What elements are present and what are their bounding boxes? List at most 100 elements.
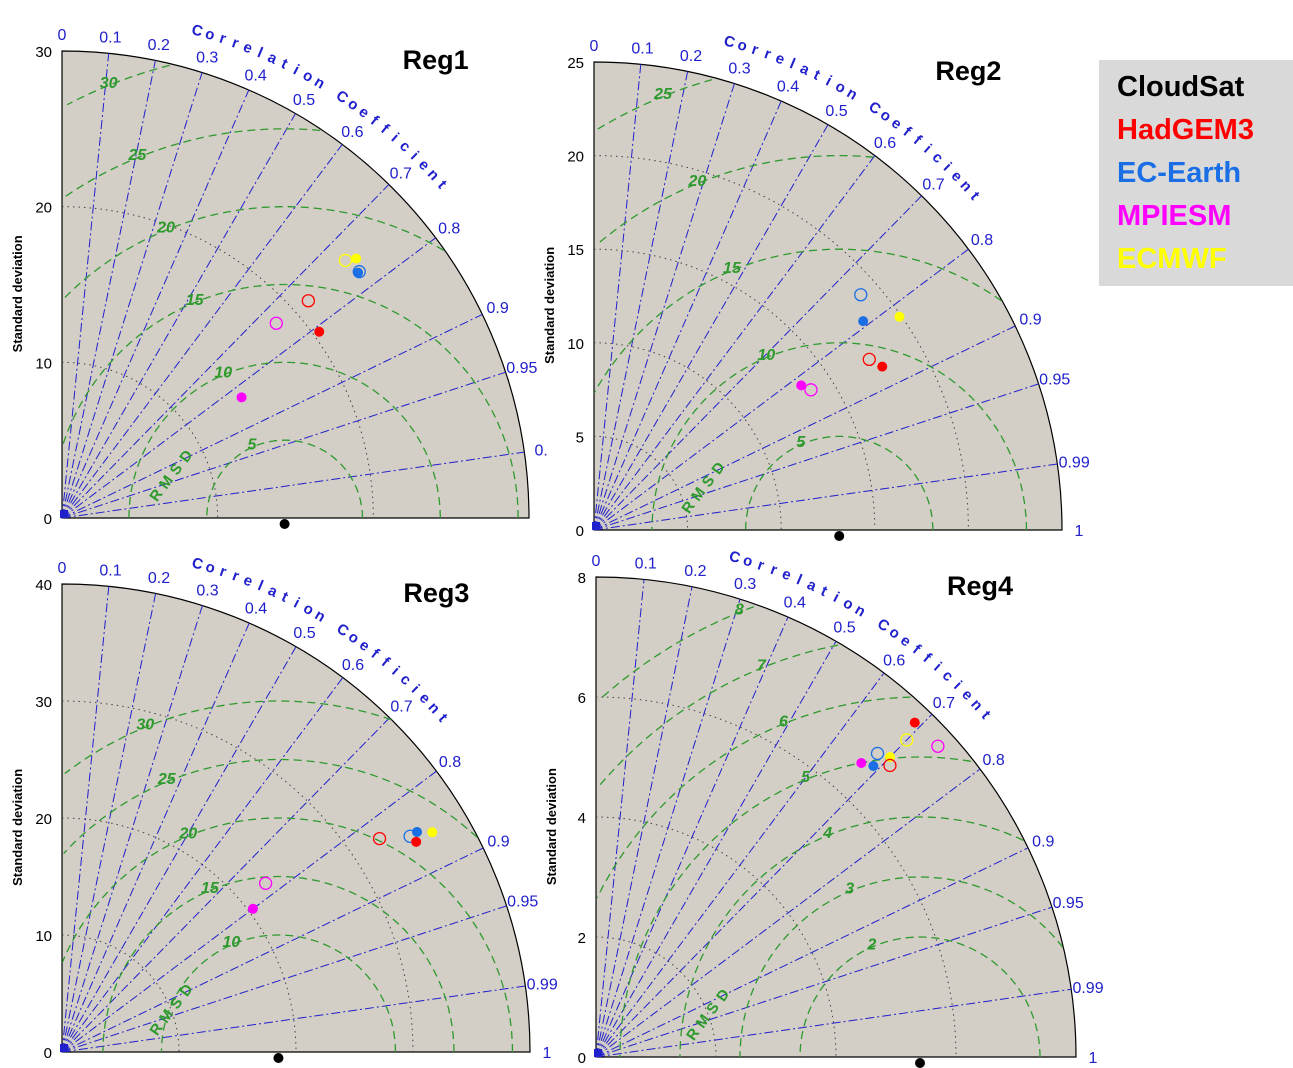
std-tick-label: 30 [35, 694, 52, 711]
angular-axis-label-char: e [241, 38, 255, 57]
angular-axis-label-char: f [900, 124, 915, 141]
correlation-line [595, 586, 693, 1058]
rmsd-contour [651, 342, 1028, 530]
rmsd-contour [744, 435, 934, 530]
angular-axis-label-char: o [735, 36, 749, 55]
correlation-tick-label: 0.5 [833, 620, 855, 637]
rmsd-contour-label: 5 [247, 437, 257, 454]
correlation-line [61, 622, 250, 1053]
correlation-tick-label: 0.7 [933, 695, 955, 712]
angular-axis-label-char: i [290, 62, 302, 79]
angular-axis-label-char: r [217, 30, 228, 48]
correlation-line [61, 605, 203, 1053]
angular-axis-label-char: a [804, 576, 819, 595]
std-tick-label: 40 [35, 577, 52, 594]
origin-marker [60, 1044, 68, 1052]
legend-item-mpiesm: MPIESM [1117, 200, 1232, 232]
angular-axis-label-char: e [241, 571, 255, 590]
angular-axis-label-char: r [218, 563, 229, 581]
reference-point-cloudsat [915, 1058, 925, 1068]
rmsd-contour [61, 283, 519, 518]
correlation-tick-label: 0.99 [1072, 980, 1103, 997]
data-point-hadgem3-filled [909, 717, 920, 728]
correlation-tick-label: 0 [590, 38, 599, 55]
std-tick-label: 6 [578, 690, 586, 707]
correlation-tick-label: 0.8 [982, 752, 1004, 769]
rmsd-contour [596, 644, 839, 789]
correlation-line [593, 71, 689, 531]
correlation-line [595, 847, 1029, 1058]
rmsd-contour [739, 876, 1064, 1057]
rmsd-contour-label: 20 [178, 825, 197, 842]
angular-axis-label-char: i [950, 678, 965, 693]
correlation-tick-label: 0.6 [883, 652, 905, 669]
std-tick-label: 8 [578, 570, 586, 587]
correlation-tick-label: 0 [58, 560, 67, 577]
rmsd-contour-label: 20 [688, 173, 707, 190]
angular-axis-label-char: o [203, 25, 217, 44]
rmsd-contour-label: 8 [735, 602, 744, 619]
data-point-ecmwf-open [900, 733, 914, 747]
std-arc [61, 700, 414, 1053]
y-axis-label: Standard deviation [542, 247, 557, 364]
angular-axis-label-char: n [956, 177, 975, 195]
std-tick-label: 0 [576, 523, 584, 540]
angular-axis-label-char: a [797, 60, 812, 79]
rmsd-contour [160, 934, 397, 1053]
std-arc [593, 435, 689, 531]
angular-axis-label-char: C [727, 548, 742, 567]
angular-axis-label-char: c [397, 671, 415, 689]
panel-title: Reg1 [403, 45, 469, 75]
origin-marker [592, 522, 600, 530]
correlation-line [61, 646, 297, 1053]
correlation-tick-label: 0.6 [874, 135, 896, 152]
angular-axis-label-char: i [823, 73, 835, 90]
correlation-tick-label: 0.1 [99, 29, 121, 46]
correlation-line [61, 184, 390, 519]
rmsd-contour [619, 756, 971, 1057]
correlation-line [595, 906, 1053, 1058]
rmsd-contour-label: 15 [201, 880, 220, 897]
legend-item-ecmwf: ECMWF [1117, 243, 1227, 275]
correlation-tick-label: 0.6 [341, 124, 363, 141]
angular-axis-label-char: e [780, 565, 794, 584]
angular-axis-label-char: a [265, 49, 280, 68]
data-point-ec-earth-open [854, 288, 868, 302]
correlation-line [593, 383, 1039, 531]
correlation-tick-label: 0 [58, 27, 67, 44]
data-point-ec-earth-open [352, 265, 366, 279]
plot-area [61, 583, 531, 1053]
correlation-tick-label: 1 [1075, 523, 1084, 540]
correlation-line [61, 53, 110, 519]
angular-axis-label-char: t [967, 189, 983, 204]
rmsd-contour-label: 20 [156, 220, 175, 237]
y-axis-label: Standard deviation [10, 235, 25, 352]
correlation-line [61, 586, 110, 1053]
angular-axis-label-char: f [367, 112, 382, 129]
correlation-tick-label: 0.5 [293, 625, 315, 642]
reference-point-cloudsat [279, 519, 290, 529]
rmsd-contour [206, 439, 364, 518]
rmsd-contour [63, 128, 321, 198]
std-tick-label: 20 [35, 200, 52, 217]
correlation-tick-label: 0.8 [438, 221, 460, 238]
taylor-panel-3: 0 0.1 0.2 0.3 0.4 0.5 0.6 0.7 0.8 0.9 0.95 0.99 1 10 1… [10, 554, 558, 1063]
rmsd-contour-label: 3 [845, 881, 854, 898]
std-tick-label: 0 [44, 511, 52, 528]
angular-axis-label-char: c [396, 137, 414, 155]
origin-marker [60, 510, 68, 518]
rmsd-contour-label: 25 [127, 147, 147, 164]
origin-marker [594, 1049, 602, 1057]
correlation-tick-label: 0.9 [1019, 312, 1041, 329]
correlation-tick-label: 0.9 [487, 834, 509, 851]
correlation-tick-label: 0.95 [507, 894, 538, 911]
correlation-tick-label: 0.7 [922, 177, 944, 194]
rmsd-contour [593, 248, 1002, 394]
correlation-tick-label: 0.3 [196, 582, 218, 599]
rmsd-contour-label: 4 [822, 825, 832, 842]
rmsd-contour [64, 700, 392, 775]
correlation-tick-label: 0.95 [1039, 372, 1070, 389]
data-point-ec-earth-filled [353, 267, 364, 278]
angular-axis-label-char: n [967, 696, 986, 714]
correlation-tick-label: 0.2 [684, 563, 706, 580]
